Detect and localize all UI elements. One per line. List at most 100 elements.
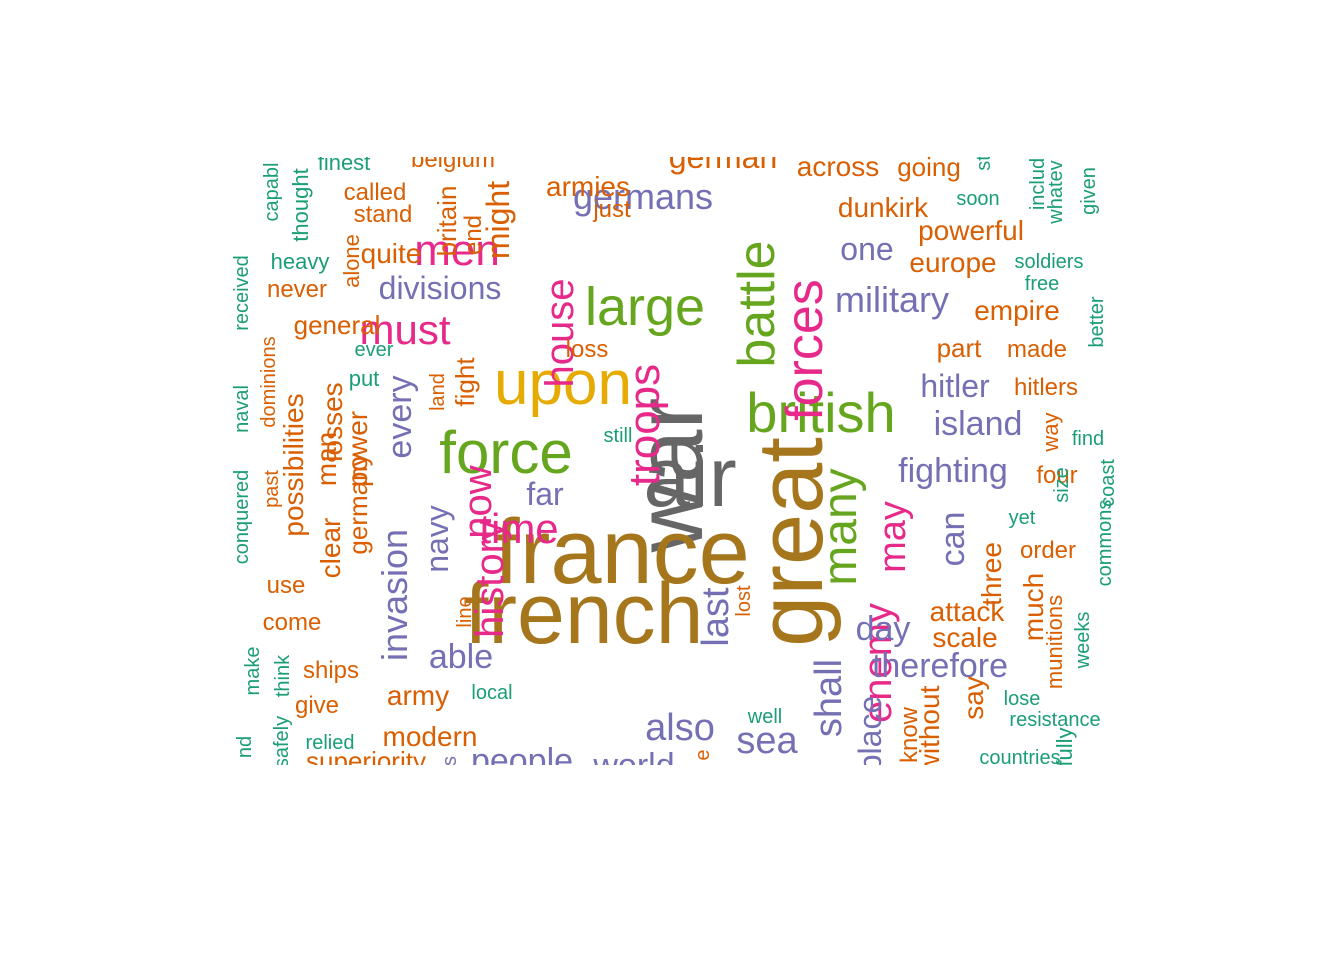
word-navy: navy	[419, 505, 455, 573]
word-every: every	[381, 375, 419, 459]
word-soldiers: soldiers	[1014, 251, 1084, 273]
word-capabl: capabl	[261, 162, 283, 222]
word-free: free	[1024, 273, 1060, 295]
word-powerful: powerful	[918, 215, 1024, 246]
word-given: given	[1078, 167, 1100, 215]
word-order: order	[1019, 537, 1077, 564]
word-scale: scale	[932, 622, 998, 653]
word-armies: armies	[545, 171, 631, 202]
word-made: made	[1006, 336, 1068, 363]
word-shall: shall	[808, 658, 850, 738]
word-people: people	[470, 742, 574, 765]
word-conquered: conquered	[231, 469, 253, 565]
word-received: received	[231, 255, 253, 331]
word-ever: ever	[354, 339, 394, 361]
word-well: well	[747, 706, 783, 728]
word-large: large	[584, 277, 706, 337]
word-german: german	[668, 157, 778, 175]
word-many: many	[814, 468, 867, 586]
word-general: general	[293, 310, 381, 340]
word-never: never	[266, 276, 328, 303]
word-weeks: weeks	[1072, 611, 1094, 669]
word-britain: britain	[432, 185, 462, 257]
word-soon: soon	[956, 188, 1000, 210]
word-called: called	[343, 179, 407, 206]
word-put: put	[348, 366, 380, 391]
word-army: army	[386, 680, 450, 711]
word-heavy: heavy	[270, 249, 330, 274]
word-lost: lost	[733, 585, 755, 617]
word-attack: attack	[929, 596, 1005, 627]
word-yet: yet	[1008, 507, 1036, 529]
word-dominions: dominions	[258, 336, 280, 428]
word-ships: ships	[302, 657, 360, 684]
word-nd: nd	[234, 735, 256, 759]
word-going: going	[897, 157, 961, 182]
word-europe: europe	[909, 247, 997, 278]
word-clear: clear	[315, 517, 346, 579]
word-say: say	[958, 676, 989, 720]
word-germans: germans	[572, 176, 714, 217]
word-possibilities: possibilities	[278, 393, 309, 537]
word-far: far	[526, 476, 564, 512]
word-must: must	[359, 306, 451, 353]
word-belgium: belgium	[410, 157, 496, 173]
word-empire: empire	[974, 295, 1060, 326]
word-quite: quite	[360, 238, 422, 269]
word-divisions: divisions	[378, 270, 502, 306]
word-fully: fully	[1052, 727, 1077, 765]
word-cloud: war air france french great upon british battle…	[225, 157, 1120, 765]
word-french: french	[464, 566, 704, 662]
word-make: make	[242, 646, 264, 696]
word-size: size	[1051, 467, 1073, 503]
word-resistance: resistance	[1009, 709, 1101, 731]
word-come: come	[262, 609, 322, 636]
word-land: land	[427, 373, 449, 411]
word-house: house	[538, 278, 582, 388]
word-still: still	[603, 425, 633, 447]
word-way: way	[1038, 412, 1063, 452]
word-munitions: munitions	[1042, 594, 1067, 690]
word-also: also	[645, 707, 715, 749]
word-can: can	[934, 511, 972, 567]
word-find: find	[1071, 428, 1105, 450]
word-time: time	[479, 505, 559, 552]
word-now: now	[456, 465, 500, 539]
word-may: may	[872, 501, 914, 573]
word-safely: safely	[271, 715, 293, 765]
word-might: might	[480, 180, 516, 260]
word-island: island	[933, 405, 1023, 443]
word-countries: countries	[979, 747, 1061, 765]
word-dunkirk: dunkirk	[837, 192, 929, 223]
word-british: british	[746, 381, 896, 444]
word-air: air	[643, 430, 737, 524]
word-world: world	[593, 749, 674, 765]
word-one: one	[840, 231, 894, 267]
word-man: man	[311, 431, 342, 487]
word-men: men	[414, 226, 500, 275]
word-naval: naval	[231, 385, 253, 433]
word-commons: commons	[1094, 499, 1116, 587]
word-four: four	[1036, 462, 1078, 489]
word-france: france	[494, 501, 750, 603]
word-use: use	[266, 572, 306, 599]
word-fight: fight	[450, 357, 480, 407]
word-part: part	[936, 333, 982, 363]
word-alone: alone	[339, 234, 364, 288]
word-give: give	[294, 692, 340, 719]
word-without: without	[914, 685, 945, 765]
word-finest: finest	[317, 157, 371, 175]
word-hitler: hitler	[920, 368, 990, 404]
word-relied: relied	[305, 732, 355, 754]
word-place: place	[852, 695, 888, 765]
word-stand: stand	[353, 201, 413, 228]
word-loss: loss	[565, 336, 609, 363]
word-therefore: therefore	[871, 647, 1009, 685]
word-hitlers: hitlers	[1013, 374, 1079, 401]
word-day: day	[855, 610, 911, 648]
word-across: across	[796, 157, 880, 182]
word-upon: upon	[494, 349, 632, 418]
word-germany: germany	[343, 453, 373, 555]
word-st: st	[973, 157, 995, 171]
word-e: e	[692, 749, 714, 761]
